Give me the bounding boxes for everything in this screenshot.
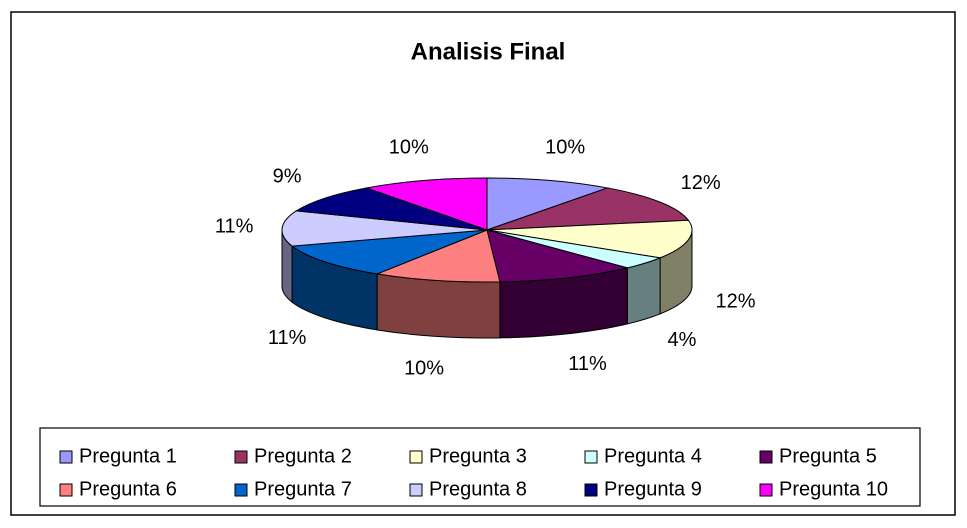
data-label: 11%	[268, 327, 307, 349]
slice	[486, 219, 693, 259]
legend-label: Pregunta 6	[79, 478, 177, 500]
legend-label: Pregunta 2	[254, 445, 352, 467]
legend-label: Pregunta 4	[604, 445, 702, 467]
chart-title: Analisis Final	[411, 38, 566, 65]
data-label: 9%	[273, 166, 302, 188]
legend-swatch	[59, 483, 73, 497]
legend-swatch	[584, 483, 598, 497]
legend-label: Pregunta 10	[779, 478, 888, 500]
legend-swatch	[409, 450, 423, 464]
slice-side	[376, 273, 501, 339]
data-label: 11%	[568, 353, 607, 375]
slice	[364, 177, 488, 231]
slice	[290, 229, 488, 275]
slice	[486, 177, 610, 231]
legend-label: Pregunta 9	[604, 478, 702, 500]
data-label: 11%	[215, 216, 254, 238]
legend-swatch	[409, 483, 423, 497]
legend-label: Pregunta 1	[79, 445, 177, 467]
legend-swatch	[759, 450, 773, 464]
data-label: 12%	[681, 172, 721, 194]
slice-side	[626, 257, 661, 325]
legend-label: Pregunta 5	[779, 445, 877, 467]
slice	[486, 229, 628, 283]
data-label: 10%	[545, 136, 585, 158]
data-label: 10%	[389, 136, 429, 158]
legend-swatch	[234, 450, 248, 464]
legend-swatch	[584, 450, 598, 464]
data-label: 4%	[667, 329, 696, 351]
legend-swatch	[234, 483, 248, 497]
slice	[294, 187, 488, 231]
slice	[281, 210, 488, 247]
data-label: 10%	[404, 358, 444, 380]
legend-box	[39, 427, 921, 507]
legend-label: Pregunta 8	[429, 478, 527, 500]
legend-swatch	[59, 450, 73, 464]
slice	[486, 187, 690, 231]
legend-label: Pregunta 3	[429, 445, 527, 467]
data-label: 12%	[716, 290, 756, 312]
legend-label: Pregunta 7	[254, 478, 352, 500]
slice	[375, 229, 501, 283]
legend-swatch	[759, 483, 773, 497]
